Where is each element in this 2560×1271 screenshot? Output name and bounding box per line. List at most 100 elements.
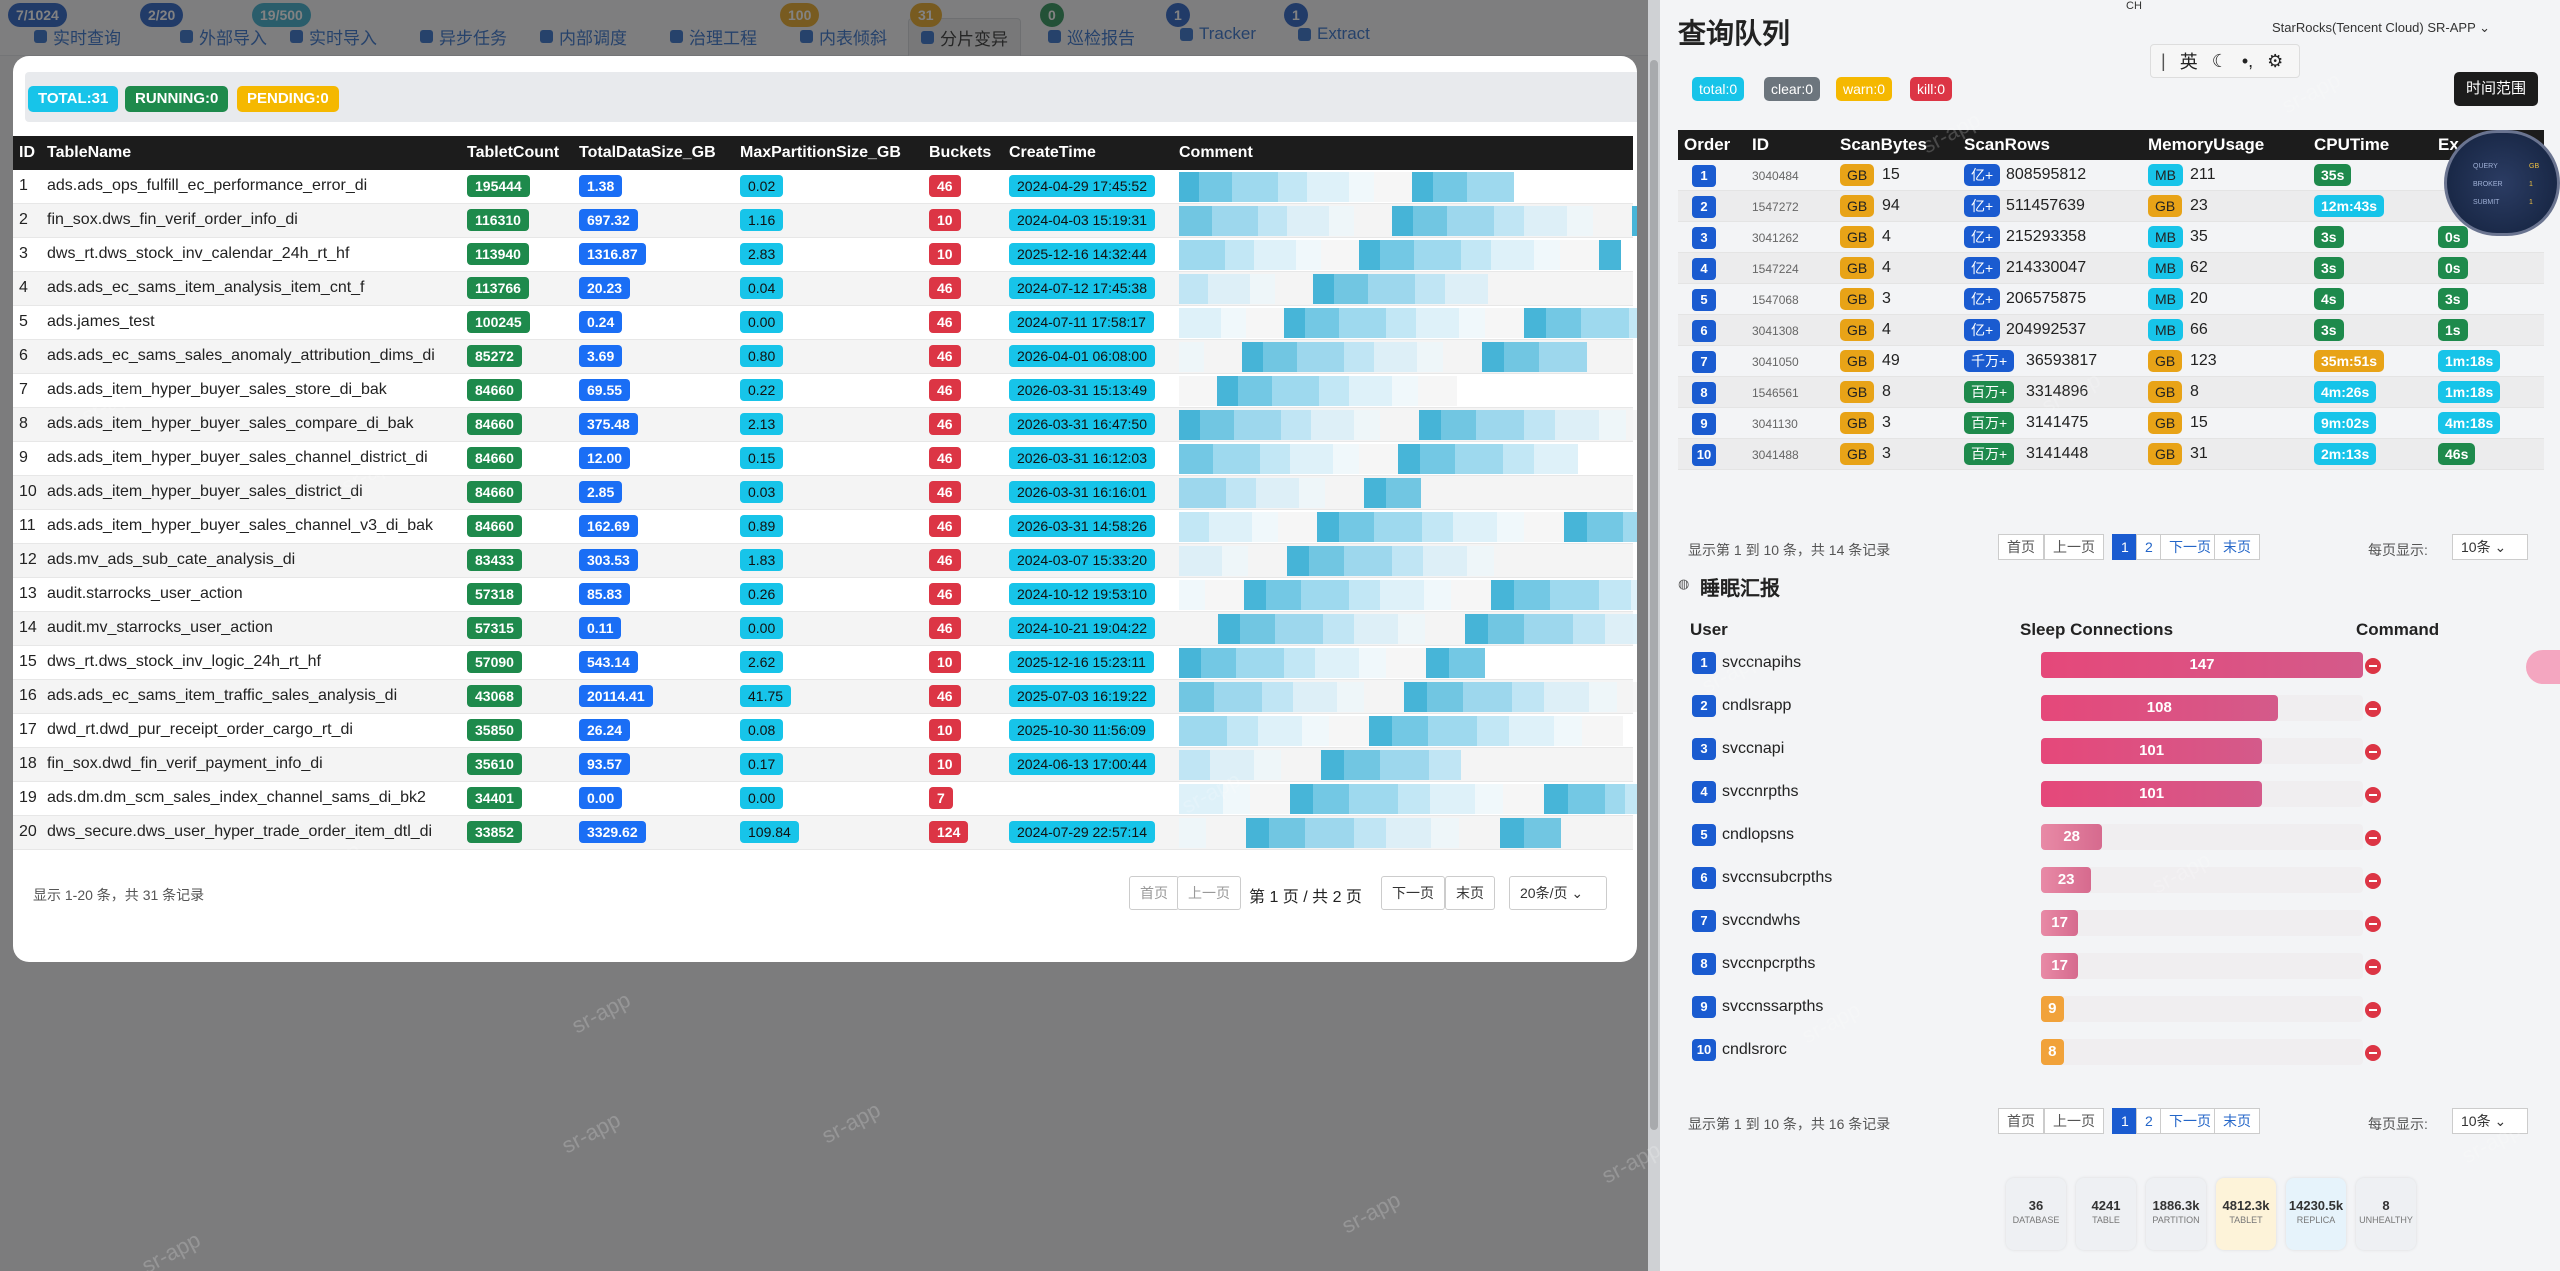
sleep-row[interactable]: 3 svccnapi 101 — [1678, 738, 2544, 778]
table-row[interactable]: 12 ads.mv_ads_sub_cate_analysis_di 83433 30… — [13, 544, 1633, 578]
create-time-badge-cell: 2025-07-03 16:19:22 — [1009, 685, 1155, 709]
page-size-select[interactable]: 20条/页 ⌄ — [1509, 876, 1607, 910]
kill-connection-icon[interactable] — [2365, 873, 2381, 889]
sleep-per-select[interactable]: 10条 ⌄ — [2452, 1108, 2528, 1134]
redacted-block — [1625, 784, 1637, 814]
table-row[interactable]: 17 dwd_rt.dwd_pur_receipt_order_cargo_rt_… — [13, 714, 1633, 748]
kill-connection-icon[interactable] — [2365, 1002, 2381, 1018]
table-row[interactable]: 14 audit.mv_starrocks_user_action 57315 0.1… — [13, 612, 1637, 646]
buckets-badge-cell: 46 — [929, 481, 961, 505]
sleep-page-1[interactable]: 1 — [2112, 1108, 2138, 1134]
table-row[interactable]: 10 ads.ads_item_hyper_buyer_sales_distric… — [13, 476, 1633, 510]
redacted-block — [1425, 614, 1465, 644]
kill-connection-icon[interactable] — [2365, 701, 2381, 717]
table-row[interactable]: 9 ads.ads_item_hyper_buyer_sales_channel_… — [13, 442, 1633, 476]
queue-row[interactable]: 4 1547224 GB 4 亿+ 214330047 MB 62 3s 0s — [1678, 253, 2544, 284]
row-table-name: fin_sox.dws_fin_verif_order_info_di — [47, 211, 298, 228]
kill-connection-icon[interactable] — [2365, 744, 2381, 760]
table-row[interactable]: 13 audit.starrocks_user_action 57318 85.83 0… — [13, 578, 1637, 612]
memory-value: 211 — [2190, 166, 2216, 183]
sleep-first-button[interactable]: 首页 — [1998, 1108, 2044, 1134]
max-partition-badge: 2.62 — [740, 651, 784, 673]
kill-connection-icon[interactable] — [2365, 959, 2381, 975]
last-page-button[interactable]: 末页 — [1445, 876, 1495, 910]
queue-per-select[interactable]: 10条 ⌄ — [2452, 534, 2528, 560]
sleep-page-2[interactable]: 2 — [2136, 1108, 2162, 1134]
kill-connection-icon[interactable] — [2365, 787, 2381, 803]
queue-row[interactable]: 10 3041488 GB 3 百万+ 3141448 GB 31 2m:13s 46s — [1678, 439, 2544, 470]
sleep-row[interactable]: 6 svccnsubcrpths 23 — [1678, 867, 2544, 907]
sleep-row[interactable]: 2 cndlsrapp 108 — [1678, 695, 2544, 735]
kill-connection-icon[interactable] — [2365, 658, 2381, 674]
table-row[interactable]: 6 ads.ads_ec_sams_sales_anomaly_attributi… — [13, 340, 1633, 374]
queue-page-1[interactable]: 1 — [2112, 534, 2138, 560]
table-row[interactable]: 11 ads.ads_item_hyper_buyer_sales_channel… — [13, 510, 1637, 544]
queue-next-button[interactable]: 下一页 — [2160, 534, 2220, 560]
queue-row[interactable]: 3 3041262 GB 4 亿+ 215293358 MB 35 3s 0s — [1678, 222, 2544, 253]
page-scrollbar-thumb[interactable] — [1650, 60, 1658, 1130]
queue-row[interactable]: 7 3041050 GB 49 千万+ 36593817 GB 123 35m:51s 1m:18… — [1678, 346, 2544, 377]
queue-row[interactable]: 6 3041308 GB 4 亿+ 204992537 MB 66 3s 1s — [1678, 315, 2544, 346]
ime-toolbar[interactable]: | 英 ☾ •, ⚙ — [2150, 44, 2300, 78]
time-range-button[interactable]: 时间范围 — [2454, 72, 2539, 106]
kill-connection-icon[interactable] — [2365, 830, 2381, 846]
create-time-badge: 2024-03-07 15:33:20 — [1009, 549, 1155, 571]
sleep-rank: 5 — [1692, 824, 1716, 846]
cluster-select[interactable]: StarRocks(Tencent Cloud) SR-APP ⌄ — [2272, 20, 2490, 36]
sleep-row[interactable]: 5 cndlopsns 28 — [1678, 824, 2544, 864]
sleep-row[interactable]: 10 cndlsrorc 8 — [1678, 1039, 2544, 1079]
sleep-last-button[interactable]: 末页 — [2214, 1108, 2260, 1134]
queue-row[interactable]: 1 3040484 GB 15 亿+ 808595812 MB 211 35s — [1678, 160, 2544, 191]
queue-first-button[interactable]: 首页 — [1998, 534, 2044, 560]
table-row[interactable]: 15 dws_rt.dws_stock_inv_logic_24h_rt_hf 57… — [13, 646, 1633, 680]
table-row[interactable]: 16 ads.ads_ec_sams_item_traffic_sales_ana… — [13, 680, 1637, 714]
queue-header-ex: Ex — [2438, 135, 2459, 154]
moon-icon[interactable]: ☾ — [2211, 50, 2228, 71]
table-row[interactable]: 4 ads.ads_ec_sams_item_analysis_item_cnt_… — [13, 272, 1633, 306]
sleep-row[interactable]: 7 svccndwhs 17 — [1678, 910, 2544, 950]
punctuation-icon[interactable]: •, — [2241, 50, 2254, 71]
queue-row[interactable]: 2 1547272 GB 94 亿+ 511457639 GB 23 12m:43s — [1678, 191, 2544, 222]
table-row[interactable]: 18 fin_sox.dwd_fin_verif_payment_info_di 3… — [13, 748, 1633, 782]
table-row[interactable]: 3 dws_rt.dws_stock_inv_calendar_24h_rt_hf… — [13, 238, 1633, 272]
queue-row[interactable]: 8 1546561 GB 8 百万+ 3314896 GB 8 4m:26s 1m:18s — [1678, 377, 2544, 408]
sleep-row[interactable]: 1 svccnapihs 147 — [1678, 652, 2544, 692]
queue-page-2[interactable]: 2 — [2136, 534, 2162, 560]
redacted-block — [1429, 750, 1461, 780]
queue-row[interactable]: 9 3041130 GB 3 百万+ 3141475 GB 15 9m:02s 4m:18s — [1678, 408, 2544, 439]
gear-icon[interactable]: ⚙ — [2267, 50, 2284, 71]
redacted-block — [1509, 716, 1554, 746]
queue-last-button[interactable]: 末页 — [2214, 534, 2260, 560]
table-row[interactable]: 19 ads.dm.dm_scm_sales_index_channel_sams… — [13, 782, 1637, 816]
row-table-name: dws_rt.dws_stock_inv_logic_24h_rt_hf — [47, 653, 321, 670]
table-row[interactable]: 5 ads.james_test 100245 0.24 0.00 46 2024-07-1… — [13, 306, 1637, 340]
sleep-row[interactable]: 4 svccnrpths 101 — [1678, 781, 2544, 821]
table-row[interactable]: 20 dws_secure.dws_user_hyper_trade_order_… — [13, 816, 1633, 850]
kill-connection-icon[interactable] — [2365, 916, 2381, 932]
total-size-badge-cell: 0.24 — [579, 311, 623, 335]
prev-page-button[interactable]: 上一页 — [1177, 876, 1241, 910]
kill-connection-icon[interactable] — [2365, 1045, 2381, 1061]
ime-lang-toggle[interactable]: 英 — [2179, 52, 2198, 72]
page-indicator: 第 1 页 / 共 2 页 — [1249, 889, 1362, 906]
table-row[interactable]: 7 ads.ads_item_hyper_buyer_sales_store_di… — [13, 374, 1633, 408]
queue-prev-button[interactable]: 上一页 — [2044, 534, 2104, 560]
sleep-prev-button[interactable]: 上一页 — [2044, 1108, 2104, 1134]
exec-time-badge: 1m:18s — [2438, 350, 2501, 372]
side-float-button[interactable] — [2526, 650, 2560, 684]
scan-rows-value: 204992537 — [2006, 321, 2087, 338]
next-page-button[interactable]: 下一页 — [1381, 876, 1445, 910]
redacted-block — [1422, 512, 1453, 542]
sleep-row[interactable]: 9 svccnssarpths 9 — [1678, 996, 2544, 1036]
table-row[interactable]: 1 ads.ads_ops_fulfill_ec_performance_erro… — [13, 170, 1633, 204]
first-page-button[interactable]: 首页 — [1129, 876, 1179, 910]
redacted-block — [1534, 240, 1560, 270]
sleep-row[interactable]: 8 svccnpcrpths 17 — [1678, 953, 2544, 993]
sleep-next-button[interactable]: 下一页 — [2160, 1108, 2220, 1134]
table-row[interactable]: 2 fin_sox.dws_fin_verif_order_info_di 1163… — [13, 204, 1637, 238]
scan-bytes-value: 4 — [1882, 228, 1891, 245]
table-row[interactable]: 8 ads.ads_item_hyper_buyer_sales_compare_… — [13, 408, 1637, 442]
queue-row[interactable]: 5 1547068 GB 3 亿+ 206575875 MB 20 4s 3s — [1678, 284, 2544, 315]
redacted-block — [1307, 172, 1349, 202]
monitor-widget[interactable]: QUERY GB BROKER 1 SUBMIT 1 — [2444, 130, 2560, 236]
